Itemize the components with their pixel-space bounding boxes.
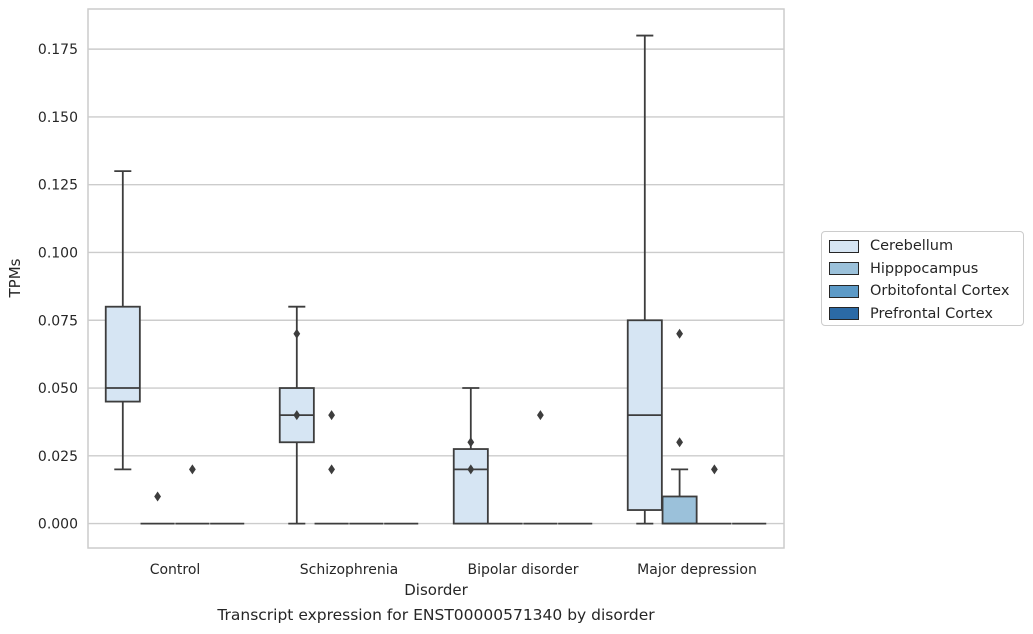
- x-tick-label: Control: [150, 562, 201, 578]
- outlier-point: [293, 410, 301, 421]
- box-3-2: [697, 464, 732, 525]
- box-2-0: [452, 387, 489, 525]
- y-axis-ticks: 0.000 0.025 0.050 0.075 0.100 0.125 0.150 0.175: [38, 42, 78, 532]
- box-iqr: [661, 495, 698, 525]
- legend-swatch: [829, 284, 859, 298]
- outlier-point: [467, 437, 475, 448]
- outlier-point: [467, 464, 475, 475]
- chart-title: Transcript expression for ENST0000057134…: [217, 606, 655, 624]
- y-tick-label: 0.000: [38, 517, 78, 533]
- x-axis-label: Disorder: [404, 581, 468, 599]
- y-tick-label: 0.100: [38, 245, 78, 261]
- legend-swatch: [829, 262, 859, 276]
- y-tick-label: 0.025: [38, 449, 78, 465]
- legend-item: Prefrontal Cortex: [829, 303, 1023, 326]
- y-tick-label: 0.150: [38, 110, 78, 126]
- legend: Cerebellum Hipppocampus Orbitofontal Corte…: [821, 231, 1024, 326]
- legend-label: Cerebellum: [870, 238, 954, 255]
- box-3-0: [626, 34, 663, 525]
- legend-label: Hipppocampus: [870, 260, 979, 277]
- box-1-1: [314, 410, 349, 525]
- x-tick-label: Schizophrenia: [300, 562, 398, 578]
- plot-area-frame: [87, 8, 785, 549]
- y-tick-label: 0.050: [38, 381, 78, 397]
- outlier-point: [537, 410, 544, 421]
- outlier-point: [189, 464, 196, 475]
- box-iqr: [104, 305, 141, 403]
- gridlines: [88, 48, 784, 525]
- x-axis-ticks: Control Schizophrenia Bipolar disorder Majo…: [150, 562, 757, 578]
- outlier-point: [676, 437, 683, 448]
- y-tick-label: 0.075: [38, 313, 78, 329]
- outlier-point: [328, 410, 335, 421]
- box-2-2: [523, 410, 558, 525]
- x-tick-label: Major depression: [637, 562, 757, 578]
- legend-swatch: [829, 307, 859, 321]
- box-3-1: [661, 328, 698, 525]
- box-layer: [104, 34, 767, 525]
- legend-swatch: [829, 239, 859, 253]
- legend-item: Hipppocampus: [829, 258, 1023, 281]
- x-tick-label: Bipolar disorder: [467, 562, 578, 578]
- box-0-1: [140, 491, 175, 525]
- y-tick-label: 0.125: [38, 178, 78, 194]
- outlier-point: [154, 491, 161, 502]
- box-iqr: [452, 448, 489, 525]
- box-1-0: [278, 305, 315, 525]
- outlier-point: [328, 464, 335, 475]
- legend-item: Cerebellum: [829, 235, 1023, 258]
- y-tick-label: 0.175: [38, 42, 78, 58]
- outlier-point: [293, 328, 301, 339]
- outlier-point: [676, 328, 683, 339]
- y-axis-label: TPMs: [6, 258, 24, 298]
- box-0-2: [175, 464, 210, 525]
- legend-item: Orbitofontal Cortex: [829, 280, 1023, 303]
- legend-label: Prefrontal Cortex: [870, 305, 993, 322]
- legend-label: Orbitofontal Cortex: [870, 283, 1010, 300]
- box-0-0: [104, 170, 141, 471]
- outlier-point: [711, 464, 718, 475]
